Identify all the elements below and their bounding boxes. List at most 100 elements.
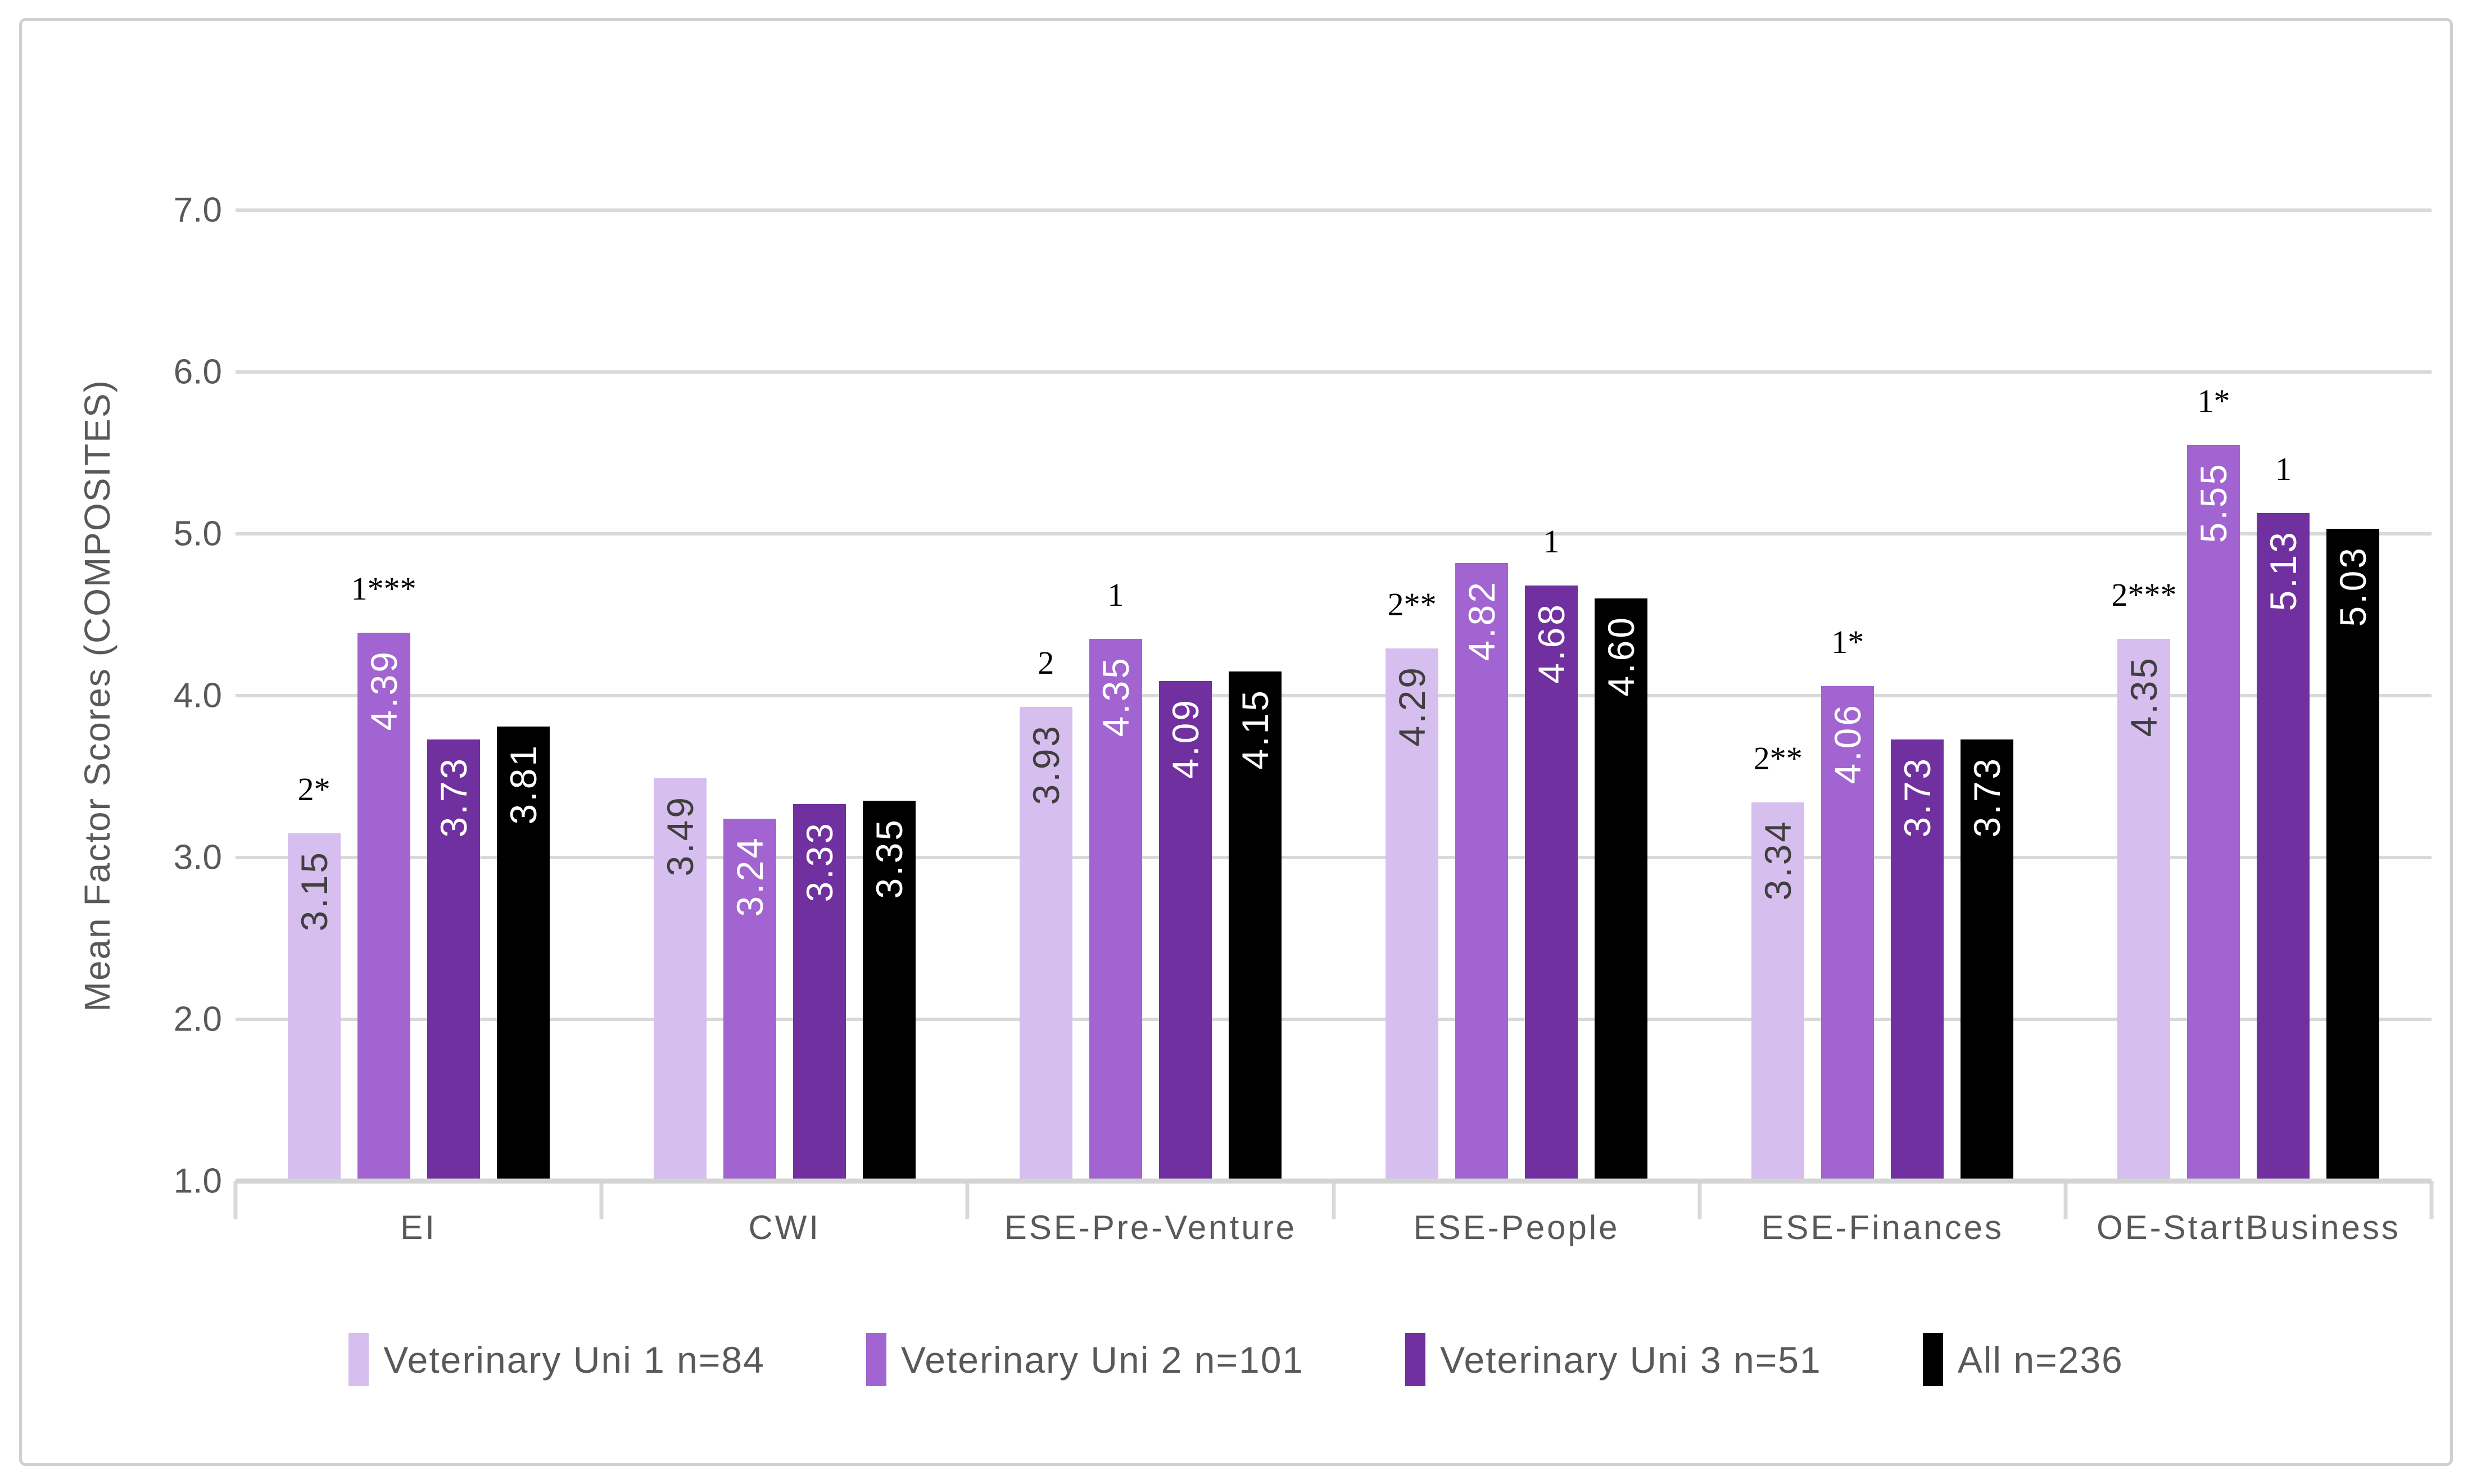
category-label: CWI [748,1209,821,1246]
bar-value-label: 3.33 [798,820,840,902]
bar-series-4: 4.15 [1228,671,1282,1181]
gridline [236,694,2432,697]
legend-item-2: Veterinary Uni 2 n=101 [866,1333,1304,1386]
bar-value-label: 4.29 [1391,665,1433,747]
y-tick-label: 4.0 [173,676,222,715]
x-axis-ticks [233,1181,2434,1220]
y-tick-label: 2.0 [173,1000,222,1039]
bar-value-label: 3.73 [1966,756,2008,838]
bar-value-label: 3.24 [728,835,771,917]
significance-annotation: 1*** [351,570,416,607]
axis-tick [2063,1181,2068,1219]
bar-series-4: 3.35 [862,801,916,1181]
bar-value-label: 4.68 [1531,602,1573,684]
bar-group-ESE-Finances: 3.34 2** 4.06 1* 3.73 3.73 [1700,210,2066,1181]
significance-annotation: 2** [1387,586,1437,623]
bar-series-4: 5.03 [2326,529,2380,1181]
legend-item-4: All n=236 [1922,1333,2124,1386]
bar-series-3: 4.09 [1158,681,1212,1181]
legend-item-1: Veterinary Uni 1 n=84 [348,1333,765,1386]
significance-annotation: 2* [297,770,330,807]
bar-value-label: 5.03 [2332,546,2374,627]
category-label: ESE-Finances [1761,1209,2004,1246]
y-tick-label: 7.0 [173,190,222,230]
bar-group-CWI: 3.49 3.24 3.33 3.35 [601,210,967,1181]
bar-value-label: 4.09 [1164,698,1206,779]
category-label: OE-StartBusiness [2097,1209,2401,1246]
significance-annotation: 1 [1543,523,1560,560]
bar-series-4: 4.60 [1595,598,1648,1181]
bar-series-1: 3.15 2* [287,771,341,1181]
legend-swatch [866,1333,886,1386]
legend-swatch [1405,1333,1426,1386]
x-axis-labels: EI CWI ESE-Pre-Venture ESE-People ESE-Financ… [236,1208,2432,1247]
bar-value-label: 4.35 [2123,656,2165,737]
axis-tick [1332,1181,1335,1219]
y-tick-label: 5.0 [173,514,222,553]
y-tick-label: 3.0 [173,838,222,877]
bar-series-1: 4.29 2** [1386,586,1439,1181]
axis-tick [599,1181,604,1219]
bar-series-2: 4.82 [1455,562,1509,1181]
bar-value-label: 3.35 [868,818,910,899]
bar-value-label: 3.73 [432,756,474,838]
legend-label: Veterinary Uni 3 n=51 [1440,1338,1822,1381]
bar-value-label: 4.82 [1461,579,1503,661]
bar-value-label: 5.55 [2193,461,2235,543]
bar-group-ESE-Pre-Venture: 3.93 2 4.35 1 4.09 4.15 [967,210,1333,1181]
bar-value-label: 4.39 [363,649,405,731]
bar-value-label: 4.15 [1234,688,1276,770]
bar-value-label: 3.73 [1896,756,1939,838]
significance-annotation: 1 [1107,577,1124,614]
bar-series-2: 4.39 1*** [351,570,416,1181]
gridline [236,532,2432,535]
bar-group-EI: 3.15 2* 4.39 1*** 3.73 3.81 [236,210,601,1181]
category-label: ESE-Pre-Venture [1004,1209,1297,1246]
y-axis-tick-labels: 7.0 6.0 5.0 4.0 3.0 2.0 1.0 [101,191,222,1201]
gridline [236,1018,2432,1021]
bar-value-label: 3.81 [502,743,544,825]
significance-annotation: 2 [1038,645,1054,682]
significance-annotation: 1 [2275,450,2292,487]
axis-tick [965,1181,970,1219]
bar-series-3: 5.13 1 [2257,451,2310,1181]
category-label: ESE-People [1413,1209,1620,1246]
bar-series-4: 3.81 [496,726,550,1181]
gridline [236,208,2432,212]
gridlines [236,208,2432,1184]
bar-group-OE-StartBusiness: 4.35 2*** 5.55 1* 5.13 1 5.03 [2066,210,2432,1181]
bar-value-label: 3.49 [659,795,701,877]
bar-series-2: 5.55 1* [2187,383,2240,1181]
bar-series-2: 3.24 [723,818,776,1181]
bar-series-1: 3.49 [653,778,707,1181]
axis-tick [2429,1181,2434,1219]
legend-label: Veterinary Uni 2 n=101 [900,1338,1305,1381]
plot-groups: 3.15 2* 4.39 1*** 3.73 3.81 3.49 3.24 3.33 3.35 3.… [236,210,2432,1181]
legend: Veterinary Uni 1 n=84 Veterinary Uni 2 n=… [0,1333,2472,1386]
significance-annotation: 2** [1753,740,1803,777]
significance-annotation: 1* [1831,623,1864,660]
gridline [236,855,2432,859]
bar-value-label: 5.13 [2262,529,2305,611]
axis-tick [233,1181,238,1219]
legend-label: All n=236 [1957,1338,2124,1381]
bar-value-label: 4.35 [1094,656,1137,737]
bar-value-label: 4.60 [1600,615,1642,697]
gridline [236,370,2432,374]
x-axis-line [236,1178,2432,1184]
bar-series-2: 4.35 1 [1089,577,1142,1181]
bar-series-3: 4.68 1 [1525,523,1578,1181]
bar-series-1: 3.93 2 [1019,645,1072,1181]
bar-series-2: 4.06 1* [1821,624,1875,1181]
bar-series-4: 3.73 [1961,739,2014,1181]
significance-annotation: 1* [2197,382,2230,419]
bar-series-3: 3.73 [427,739,480,1181]
legend-item-3: Veterinary Uni 3 n=51 [1405,1333,1822,1386]
significance-annotation: 2*** [2111,577,2177,614]
y-tick-label: 1.0 [173,1161,222,1201]
bar-value-label: 3.34 [1757,819,1799,901]
plot-area: 3.15 2* 4.39 1*** 3.73 3.81 3.49 3.24 3.33 3.35 3.… [236,208,2432,1184]
y-tick-label: 6.0 [173,352,222,392]
bar-series-3: 3.33 [793,804,846,1181]
